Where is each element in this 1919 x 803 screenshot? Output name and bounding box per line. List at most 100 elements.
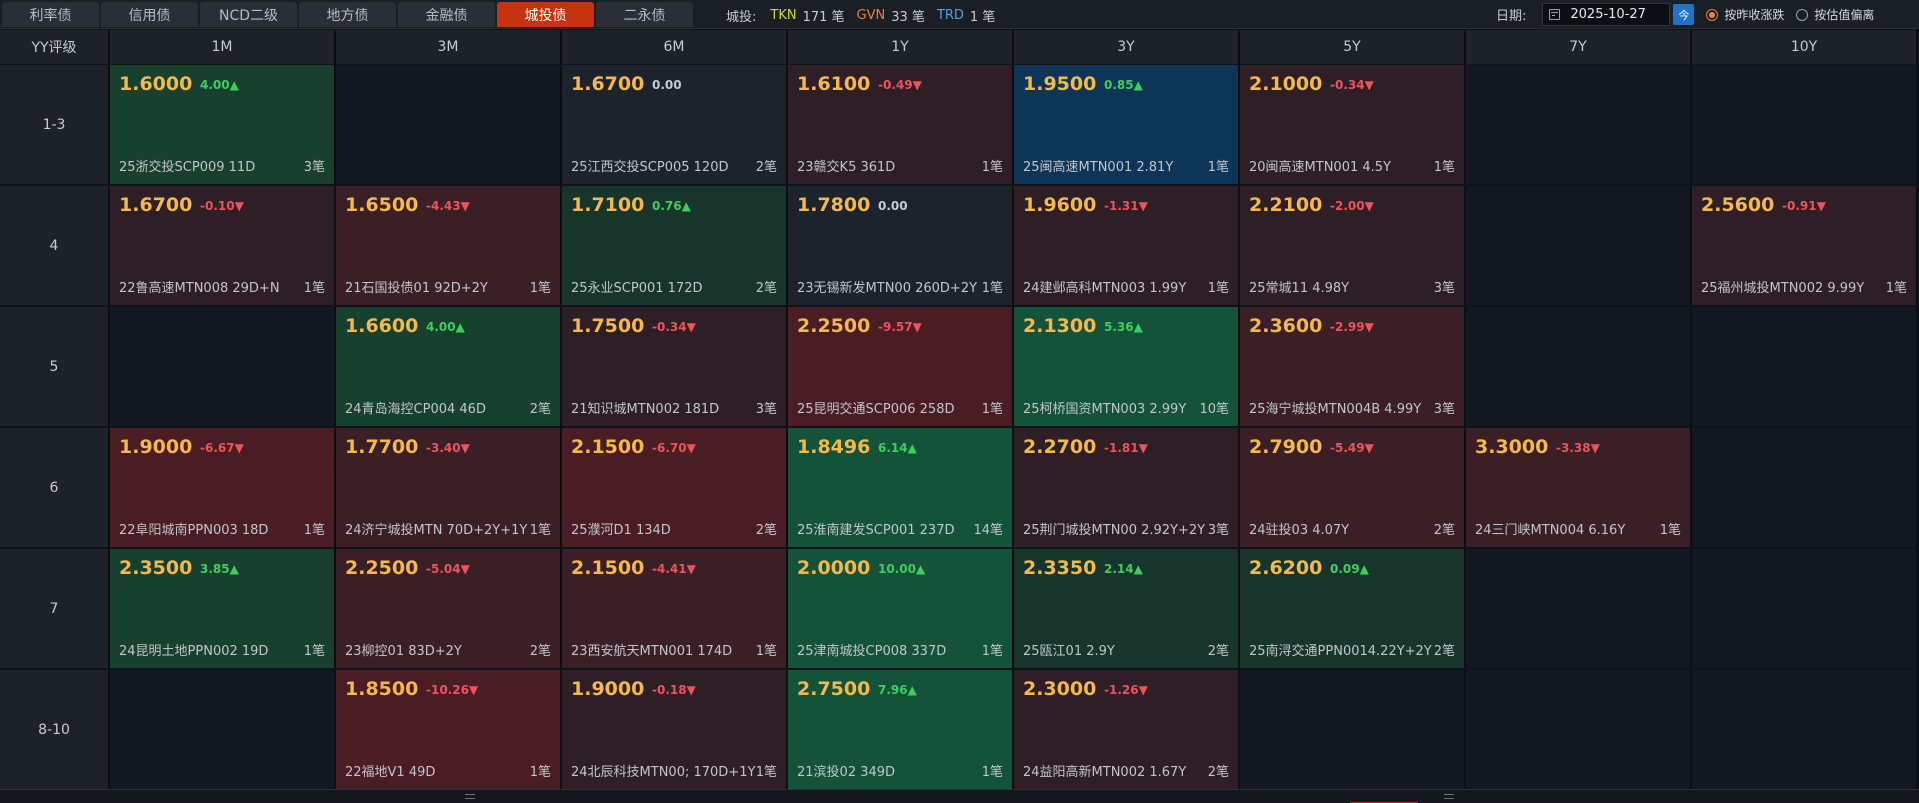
quote-cell[interactable]: 1.6700 -0.10▼ 22鲁高速MTN008 29D+N 1笔: [110, 186, 336, 305]
tenor-header-3m[interactable]: 3M: [336, 30, 562, 64]
radio-unselected-icon: [1796, 8, 1809, 21]
quote-cell[interactable]: 2.2100 -2.00▼ 25常城11 4.98Y 3笔: [1240, 186, 1466, 305]
quote-cell[interactable]: 2.0000 10.00▲ 25津南城投CP008 337D 1笔: [788, 549, 1014, 668]
quote-cell[interactable]: 1.8500 -10.26▼ 22福地V1 49D 1笔: [336, 670, 562, 789]
quote-cell[interactable]: 1.9600 -1.31▼ 24建邺高科MTN003 1.99Y 1笔: [1014, 186, 1240, 305]
quote-cell[interactable]: 1.7800 0.00 23无锡新发MTN00 260D+2Y 1笔: [788, 186, 1014, 305]
quote-cell[interactable]: 2.3350 2.14▲ 25瓯江01 2.9Y 2笔: [1014, 549, 1240, 668]
yield-value: 1.9000: [571, 678, 645, 700]
yield-value: 1.9500: [1023, 73, 1097, 95]
quote-cell[interactable]: 1.9000 -0.18▼ 24北辰科技MTN00; 170D+1Y 1笔: [562, 670, 788, 789]
quote-cell[interactable]: 2.1500 -6.70▼ 25濮河D1 134D 2笔: [562, 428, 788, 547]
tenor-header-1y[interactable]: 1Y: [788, 30, 1014, 64]
tenor-header-3y[interactable]: 3Y: [1014, 30, 1240, 64]
today-button[interactable]: 今: [1673, 4, 1695, 25]
quote-cell[interactable]: 2.3000 -1.26▼ 24益阳高新MTN002 1.67Y 2笔: [1014, 670, 1240, 789]
date-input[interactable]: 2025-10-27: [1542, 3, 1671, 26]
tab-lgfv-bond[interactable]: 城投债: [497, 2, 594, 27]
trade-count: 2笔: [755, 523, 777, 538]
quote-cell[interactable]: 1.8496 6.14▲ 25淮南建发SCP001 237D 14笔: [788, 428, 1014, 547]
yield-change: -10.26▼: [426, 683, 479, 697]
trade-count: 2笔: [529, 644, 551, 659]
quote-cell[interactable]: 1.6100 -0.49▼ 23赣交K5 361D 1笔: [788, 65, 1014, 184]
quote-cell[interactable]: 2.2500 -5.04▼ 23柳控01 83D+2Y 2笔: [336, 549, 562, 668]
empty-cell: [1692, 307, 1918, 426]
trade-count: 1笔: [303, 281, 325, 296]
bond-name: 24驻投03 4.07Y: [1249, 523, 1350, 538]
calendar-icon: [1549, 9, 1561, 20]
quote-cell[interactable]: 1.7100 0.76▲ 25永业SCP001 172D 2笔: [562, 186, 788, 305]
splitter-grip-icon[interactable]: [1444, 794, 1454, 799]
tab-credit-bond[interactable]: 信用债: [101, 2, 198, 27]
tenor-header-7y[interactable]: 7Y: [1466, 30, 1692, 64]
rating-row: 4 1.6700 -0.10▼ 22鲁高速MTN008 29D+N 1笔 1.6500 -4…: [0, 186, 1919, 305]
bond-name: 24三门峡MTN004 6.16Y: [1475, 523, 1626, 538]
quote-cell[interactable]: 1.6600 4.00▲ 24青岛海控CP004 46D 2笔: [336, 307, 562, 426]
trade-count: 14笔: [973, 523, 1003, 538]
tab-ncd-secondary[interactable]: NCD二级: [200, 2, 297, 27]
empty-cell: [1240, 670, 1466, 789]
rating-label: 8-10: [0, 670, 110, 789]
tenor-header-10y[interactable]: 10Y: [1692, 30, 1918, 64]
rating-label: 1-3: [0, 65, 110, 184]
tab-rate-bond[interactable]: 利率债: [2, 2, 99, 27]
quote-cell[interactable]: 2.6200 0.09▲ 25南浔交通PPN0014.22Y+2Y 2笔: [1240, 549, 1466, 668]
quote-cell[interactable]: 1.9500 0.85▲ 25闽高速MTN001 2.81Y 1笔: [1014, 65, 1240, 184]
quote-cell[interactable]: 2.3600 -2.99▼ 25海宁城投MTN004B 4.99Y 3笔: [1240, 307, 1466, 426]
empty-cell: [1466, 65, 1692, 184]
quote-cell[interactable]: 1.7500 -0.34▼ 21知识城MTN002 181D 3笔: [562, 307, 788, 426]
quote-cell[interactable]: 3.3000 -3.38▼ 24三门峡MTN004 6.16Y 1笔: [1466, 428, 1692, 547]
trade-count: 3笔: [755, 402, 777, 417]
yield-value: 1.6500: [345, 194, 419, 216]
yield-change: 3.85▲: [200, 562, 239, 576]
rating-row: 7 2.3500 3.85▲ 24昆明土地PPN002 19D 1笔 2.2500 -5.0…: [0, 549, 1919, 668]
bond-name: 21石国投债01 92D+2Y: [345, 281, 488, 296]
radio-selected-icon: [1706, 8, 1719, 21]
yield-change: -6.70▼: [652, 441, 696, 455]
empty-cell: [110, 307, 336, 426]
quote-cell[interactable]: 2.7500 7.96▲ 21滨投02 349D 1笔: [788, 670, 1014, 789]
yield-change: 10.00▲: [878, 562, 926, 576]
bond-name: 25海宁城投MTN004B 4.99Y: [1249, 402, 1422, 417]
yield-change: -0.49▼: [878, 78, 922, 92]
quote-cell[interactable]: 2.5600 -0.91▼ 25福州城投MTN002 9.99Y 1笔: [1692, 186, 1918, 305]
radio-change-vs-prev-close[interactable]: 按昨收涨跌: [1706, 6, 1784, 23]
quote-cell[interactable]: 2.1000 -0.34▼ 20闽高速MTN001 4.5Y 1笔: [1240, 65, 1466, 184]
quote-cell[interactable]: 1.7700 -3.40▼ 24济宁城投MTN 70D+2Y+1Y 1笔: [336, 428, 562, 547]
quote-cell[interactable]: 2.1500 -4.41▼ 23西安航天MTN001 174D 1笔: [562, 549, 788, 668]
tab-local-gov-bond[interactable]: 地方债: [299, 2, 396, 27]
tenor-header-6m[interactable]: 6M: [562, 30, 788, 64]
yield-change: 7.96▲: [878, 683, 917, 697]
trade-count: 2笔: [1207, 644, 1229, 659]
yield-value: 1.7500: [571, 315, 645, 337]
tab-tier2-perpetual-bond[interactable]: 二永债: [596, 2, 693, 27]
yield-change: 0.85▲: [1104, 78, 1143, 92]
splitter-grip-icon[interactable]: [465, 794, 475, 799]
tab-financial-bond[interactable]: 金融债: [398, 2, 495, 27]
radio-deviation-from-valuation[interactable]: 按估值偏离: [1796, 6, 1874, 23]
bond-name: 25柯桥国资MTN003 2.99Y: [1023, 402, 1187, 417]
quote-cell[interactable]: 1.9000 -6.67▼ 22阜阳城南PPN003 18D 1笔: [110, 428, 336, 547]
tenor-header-1m[interactable]: 1M: [110, 30, 336, 64]
yield-change: 5.36▲: [1104, 320, 1143, 334]
yield-value: 2.3000: [1023, 678, 1097, 700]
tenor-header-5y[interactable]: 5Y: [1240, 30, 1466, 64]
bond-name: 23无锡新发MTN00 260D+2Y: [797, 281, 978, 296]
bond-name: 24北辰科技MTN00; 170D+1Y: [571, 765, 756, 780]
trade-count: 3笔: [1207, 523, 1229, 538]
quote-cell[interactable]: 2.1300 5.36▲ 25柯桥国资MTN003 2.99Y 10笔: [1014, 307, 1240, 426]
trade-count: 2笔: [529, 402, 551, 417]
quote-cell[interactable]: 1.6500 -4.43▼ 21石国投债01 92D+2Y 1笔: [336, 186, 562, 305]
quote-cell[interactable]: 2.7900 -5.49▼ 24驻投03 4.07Y 2笔: [1240, 428, 1466, 547]
quote-cell[interactable]: 2.2500 -9.57▼ 25昆明交通SCP006 258D 1笔: [788, 307, 1014, 426]
trade-count: 1笔: [755, 644, 777, 659]
trade-count: 1笔: [981, 765, 1003, 780]
trade-count: 1笔: [1207, 281, 1229, 296]
bond-name: 24昆明土地PPN002 19D: [119, 644, 269, 659]
yield-value: 1.7800: [797, 194, 871, 216]
quote-cell[interactable]: 1.6000 4.00▲ 25浙交投SCP009 11D 3笔: [110, 65, 336, 184]
date-controls: 日期: 2025-10-27 今 按昨收涨跌 按估值偏离: [1496, 3, 1874, 26]
quote-cell[interactable]: 1.6700 0.00 25江西交投SCP005 120D 2笔: [562, 65, 788, 184]
quote-cell[interactable]: 2.2700 -1.81▼ 25荆门城投MTN00 2.92Y+2Y 3笔: [1014, 428, 1240, 547]
quote-cell[interactable]: 2.3500 3.85▲ 24昆明土地PPN002 19D 1笔: [110, 549, 336, 668]
